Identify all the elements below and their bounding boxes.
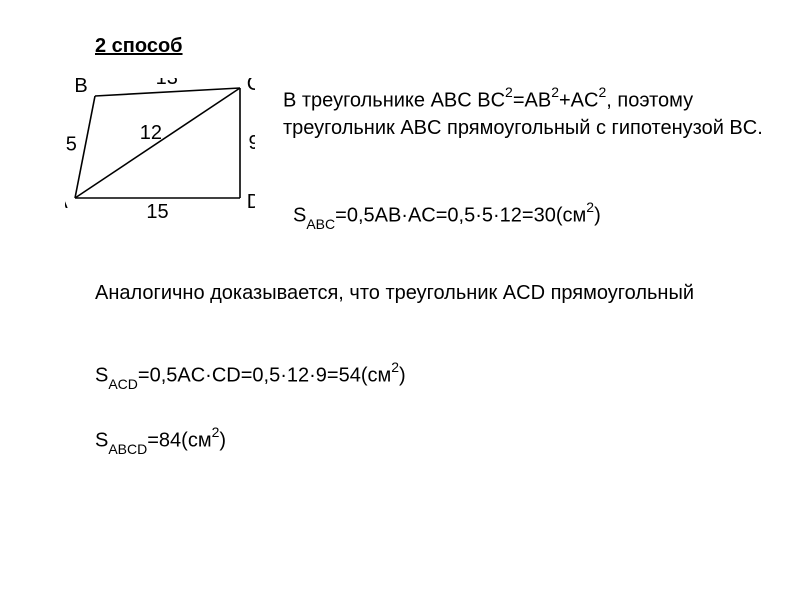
p1-text: В треугольнике ABC BC [283, 90, 505, 112]
paragraph-1: В треугольнике ABC BC2=AB2+AC2, поэтому … [283, 85, 763, 142]
f1c: ) [594, 205, 601, 227]
svg-text:15: 15 [146, 201, 168, 218]
svg-text:B: B [74, 78, 87, 97]
svg-text:D: D [247, 191, 255, 213]
svg-text:A: A [65, 191, 68, 213]
formula-s-abc: SABC=0,5AB·AC=0,5·5·12=30(см2) [293, 200, 601, 232]
f1b: =0,5AB·AC=0,5·5·12=30(см [335, 205, 586, 227]
svg-text:5: 5 [66, 133, 77, 155]
f2c: ) [399, 365, 406, 387]
p1c-text: +AC [559, 90, 598, 112]
sq-exp: 2 [598, 84, 606, 100]
sq-exp: 2 [505, 84, 513, 100]
formula-s-acd: SACD=0,5AC·CD=0,5·12·9=54(см2) [95, 360, 406, 392]
f2b: =0,5AC·CD=0,5·12·9=54(см [138, 365, 391, 387]
f3a: S [95, 430, 108, 452]
f1sub: ABC [306, 216, 335, 232]
svg-text:9: 9 [248, 132, 255, 154]
svg-text:13: 13 [156, 78, 178, 89]
quadrilateral-diagram: 5 13 9 15 12 A B C D [65, 78, 255, 218]
sq-exp: 2 [551, 84, 559, 100]
f2sub: ACD [108, 376, 138, 392]
sq-exp: 2 [391, 359, 399, 375]
paragraph-2: Аналогично доказывается, что треугольник… [95, 280, 695, 307]
p1b-text: =AB [513, 90, 551, 112]
svg-text:C: C [247, 78, 255, 95]
formula-s-abcd: SABCD=84(см2) [95, 425, 226, 457]
f2a: S [95, 365, 108, 387]
method-title: 2 способ [95, 35, 183, 58]
f3sub: ABCD [108, 441, 147, 457]
f1a: S [293, 205, 306, 227]
sq-exp: 2 [586, 199, 594, 215]
f3c: ) [219, 430, 226, 452]
f3b: =84(см [147, 430, 211, 452]
sq-exp: 2 [212, 424, 220, 440]
svg-text:12: 12 [140, 122, 162, 144]
